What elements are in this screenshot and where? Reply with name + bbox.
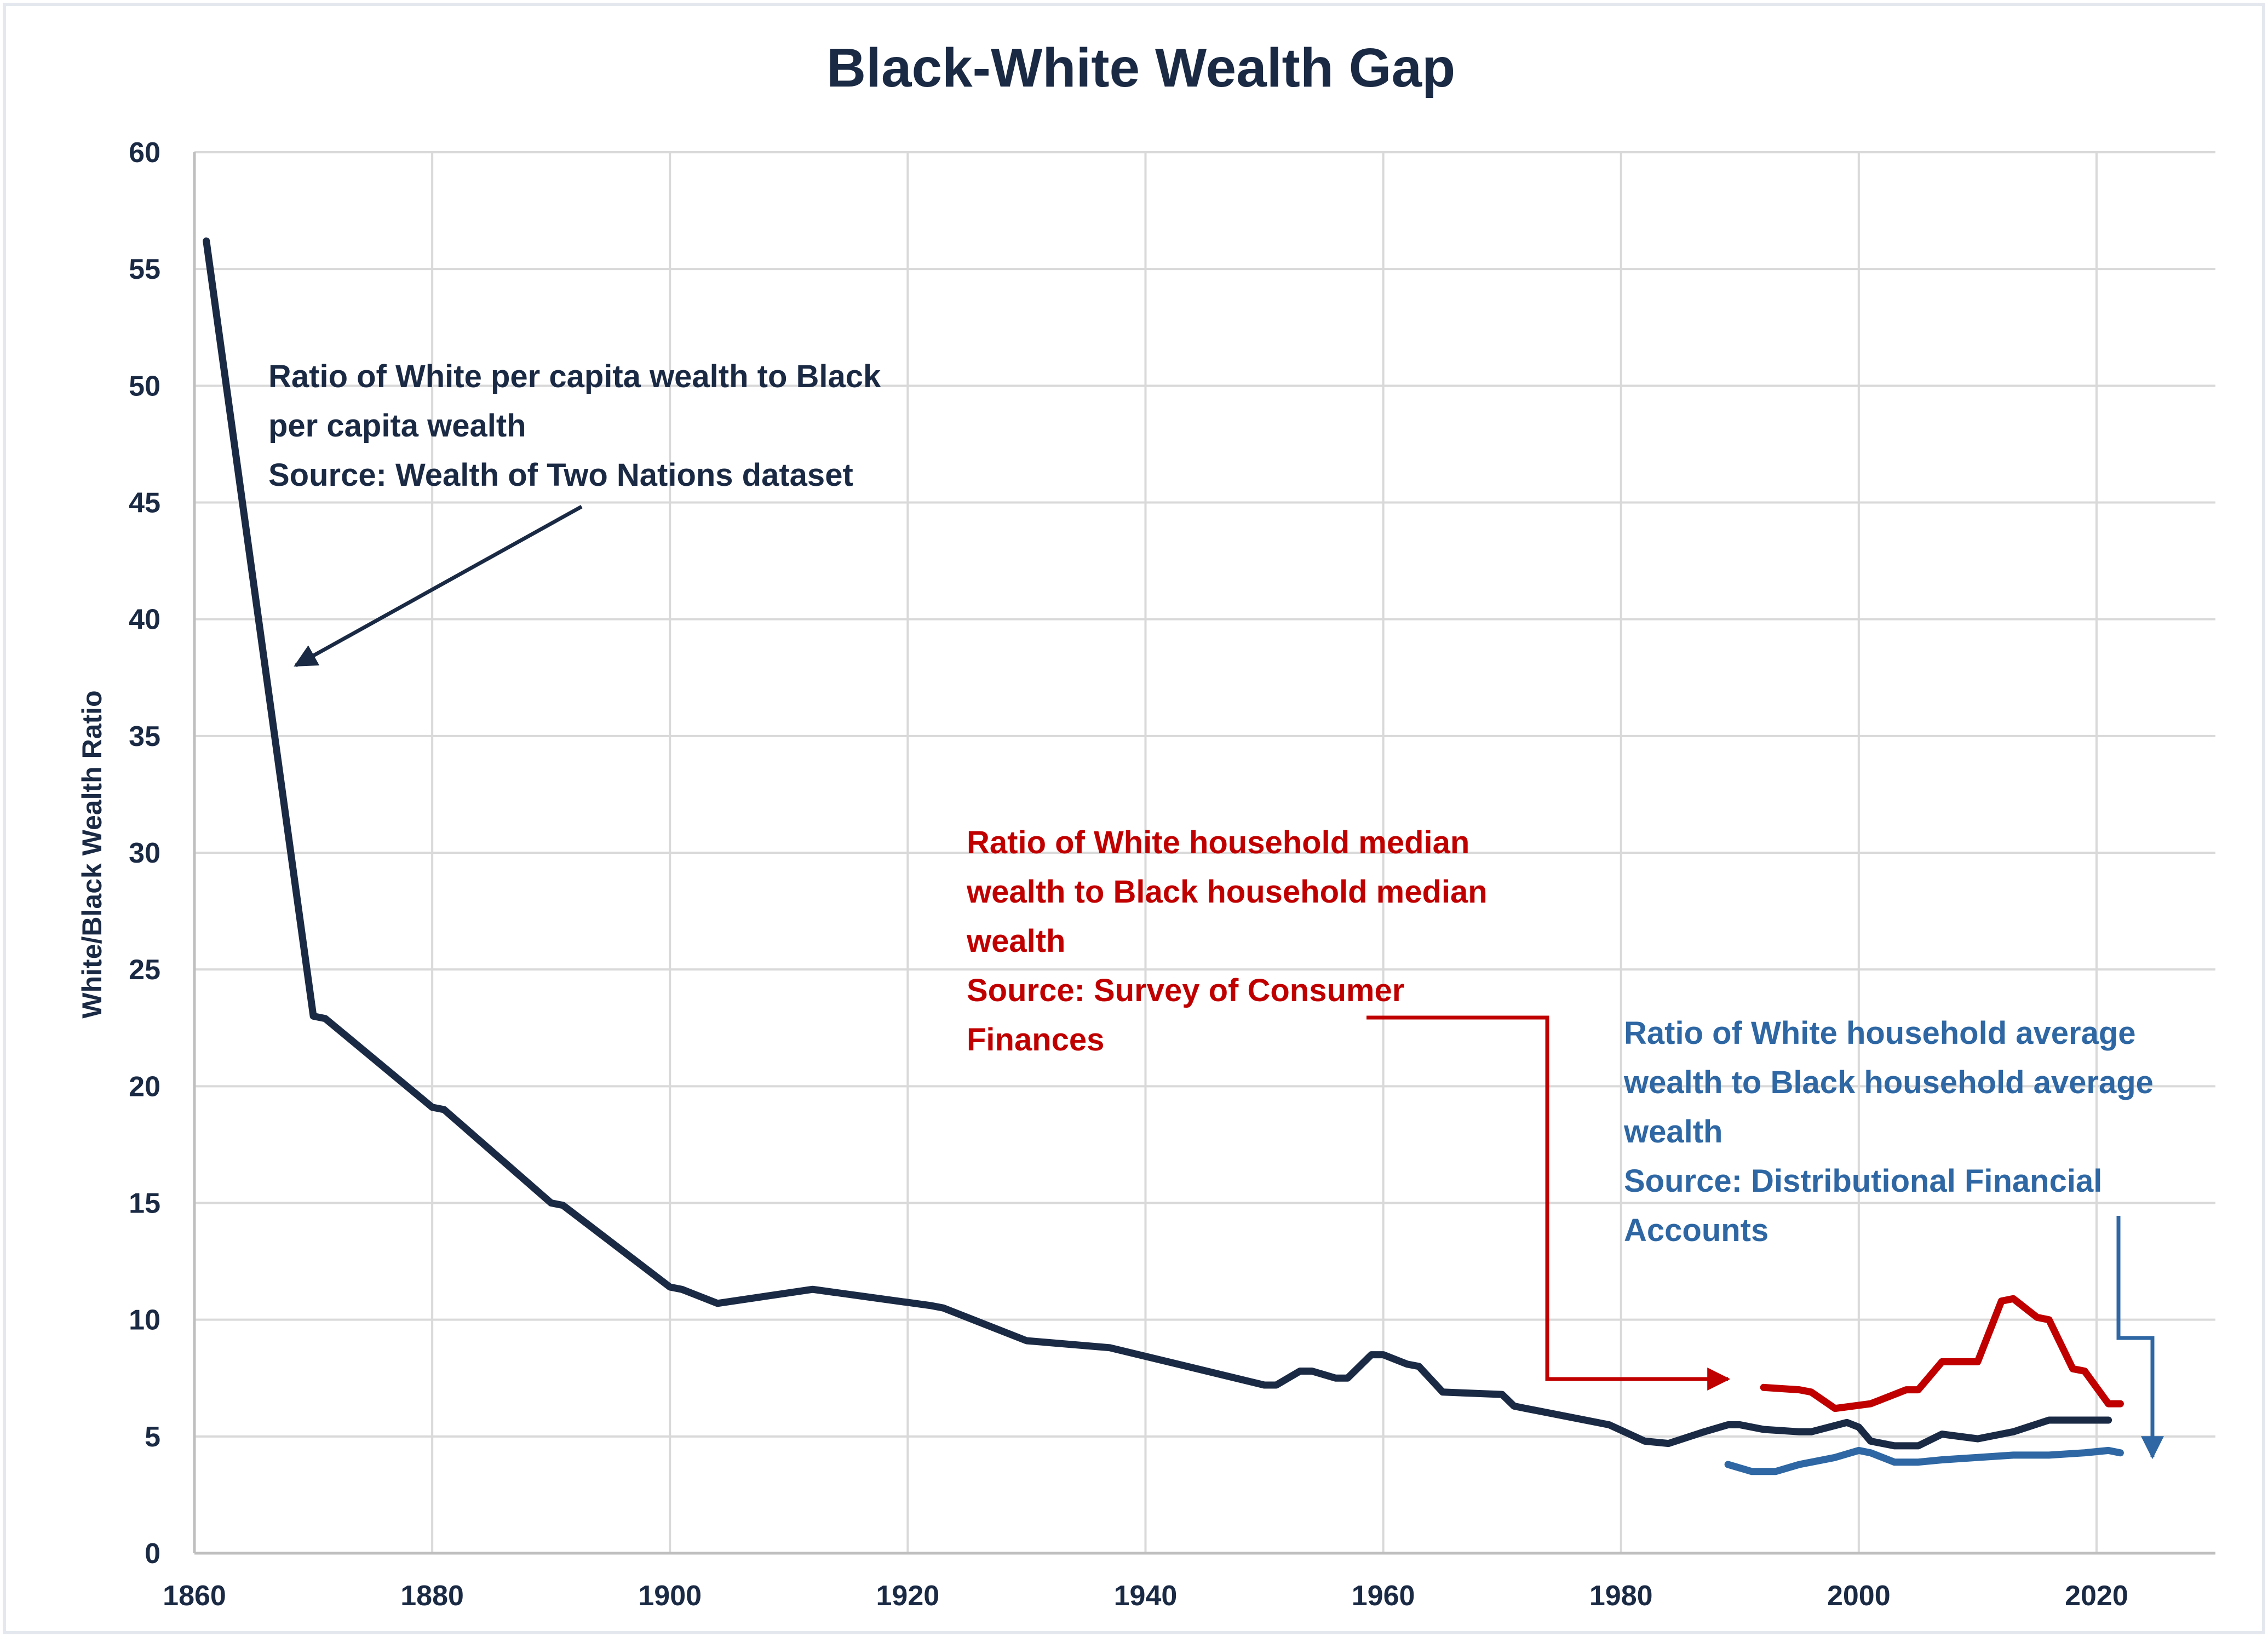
y-tick-labels: 0 5 10 15 20 25 30 35 40 45 50 55 60 bbox=[129, 137, 160, 1570]
annotation-line: wealth bbox=[1623, 1114, 1723, 1150]
annotation-line: Source: Wealth of Two Nations dataset bbox=[268, 457, 853, 493]
x-tick-labels: 1860 1880 1900 1920 1940 1960 1980 2000 2020 bbox=[163, 1580, 2128, 1612]
annotation-per-capita: Ratio of White per capita wealth to Blac… bbox=[268, 359, 881, 493]
annotation-line: Finances bbox=[967, 1022, 1104, 1058]
y-tick-label: 50 bbox=[129, 370, 160, 402]
y-tick-label: 15 bbox=[129, 1188, 160, 1220]
y-tick-label: 5 bbox=[145, 1421, 160, 1453]
annotation-line: Ratio of White per capita wealth to Blac… bbox=[268, 359, 881, 394]
annotation-median: Ratio of White household median wealth to… bbox=[966, 825, 1488, 1058]
y-axis-label: White/Black Wealth Ratio bbox=[77, 690, 107, 1018]
y-tick-label: 25 bbox=[129, 954, 160, 986]
x-tick-label: 2000 bbox=[1827, 1580, 1891, 1612]
annotation-line: wealth bbox=[966, 923, 1066, 959]
data-series bbox=[203, 237, 2124, 1475]
annotation-arrow-average bbox=[2116, 1216, 2164, 1460]
annotation-line: Ratio of White household average bbox=[1624, 1015, 2136, 1051]
annotation-line: Accounts bbox=[1624, 1213, 1769, 1248]
y-tick-label: 20 bbox=[129, 1071, 160, 1102]
x-tick-label: 1880 bbox=[400, 1580, 464, 1612]
gridlines bbox=[194, 151, 2215, 1553]
x-tick-label: 1900 bbox=[638, 1580, 702, 1612]
series-line-average bbox=[1724, 1446, 2124, 1475]
annotation-line: wealth to Black household average bbox=[1623, 1065, 2154, 1100]
annotation-line: wealth to Black household median bbox=[966, 874, 1488, 910]
y-tick-label: 35 bbox=[129, 721, 160, 753]
annotation-average: Ratio of White household average wealth t… bbox=[1623, 1015, 2154, 1248]
y-tick-label: 55 bbox=[129, 254, 160, 285]
y-tick-label: 45 bbox=[129, 487, 160, 519]
annotation-arrow-per-capita bbox=[294, 504, 583, 668]
x-tick-label: 1980 bbox=[1589, 1580, 1653, 1612]
series-line-median bbox=[1760, 1295, 2124, 1412]
series-line-per-capita bbox=[203, 237, 2112, 1450]
chart-title: Black-White Wealth Gap bbox=[826, 37, 1455, 99]
x-tick-label: 1920 bbox=[876, 1580, 940, 1612]
y-tick-label: 40 bbox=[129, 604, 160, 636]
x-tick-label: 1860 bbox=[163, 1580, 226, 1612]
chart-frame bbox=[3, 3, 2265, 1634]
y-tick-label: 60 bbox=[129, 137, 160, 169]
y-tick-label: 30 bbox=[129, 837, 160, 869]
y-tick-label: 10 bbox=[129, 1305, 160, 1336]
x-tick-label: 1940 bbox=[1114, 1580, 1178, 1612]
axes bbox=[193, 152, 2215, 1555]
y-tick-label: 0 bbox=[145, 1538, 160, 1570]
annotation-line: Source: Survey of Consumer bbox=[967, 973, 1404, 1008]
annotation-line: Ratio of White household median bbox=[967, 825, 1469, 860]
x-tick-label: 1960 bbox=[1352, 1580, 1415, 1612]
x-tick-label: 2020 bbox=[2065, 1580, 2128, 1612]
annotation-arrow-median bbox=[1366, 1015, 1731, 1391]
annotation-line: Source: Distributional Financial bbox=[1624, 1163, 2102, 1199]
annotation-line: per capita wealth bbox=[268, 408, 526, 444]
